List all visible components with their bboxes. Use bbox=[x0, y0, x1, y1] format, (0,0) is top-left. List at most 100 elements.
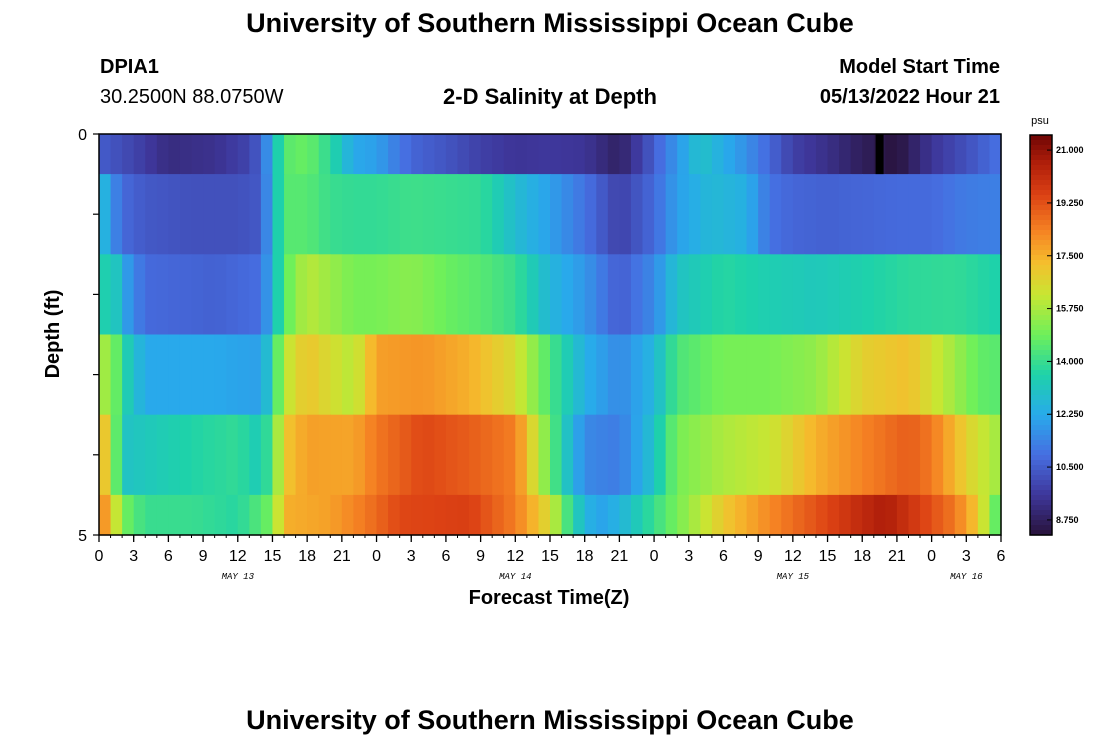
heatmap-cell bbox=[469, 334, 482, 416]
colorbar-segment bbox=[1030, 285, 1052, 291]
heatmap-cell bbox=[133, 414, 146, 496]
heatmap-cell bbox=[99, 334, 112, 416]
heatmap-cell bbox=[191, 494, 204, 536]
heatmap-cell bbox=[630, 254, 644, 336]
heatmap-cell bbox=[492, 494, 505, 536]
heatmap-cell bbox=[573, 334, 586, 416]
heatmap-cell bbox=[445, 174, 459, 255]
heatmap-cell bbox=[873, 174, 886, 255]
heatmap-cell bbox=[665, 254, 678, 336]
heatmap-cell bbox=[711, 494, 725, 536]
x-tick-label: 9 bbox=[199, 548, 208, 565]
heatmap-cell bbox=[353, 334, 366, 416]
heatmap-cell bbox=[341, 334, 355, 416]
heatmap-cell bbox=[607, 254, 620, 336]
heatmap-cell bbox=[272, 414, 285, 496]
y-axis-title: Depth (ft) bbox=[42, 290, 64, 379]
heatmap-cell bbox=[827, 134, 840, 175]
heatmap-cell bbox=[330, 174, 343, 255]
heatmap-cell bbox=[943, 134, 956, 175]
colorbar-segment bbox=[1030, 415, 1052, 421]
heatmap-cell bbox=[364, 494, 378, 536]
heatmap-cell bbox=[191, 334, 204, 416]
model-start-value: 05/13/2022 Hour 21 bbox=[819, 86, 1000, 108]
heatmap-cell bbox=[249, 254, 262, 336]
heatmap-cell bbox=[607, 334, 620, 416]
heatmap-cell bbox=[781, 414, 794, 496]
heatmap-cell bbox=[781, 134, 794, 175]
heatmap-cell bbox=[168, 174, 181, 255]
heatmap-cell bbox=[145, 494, 158, 536]
heatmap-cell bbox=[330, 254, 343, 336]
heatmap-cell bbox=[619, 494, 632, 536]
heatmap-cell bbox=[850, 414, 863, 496]
heatmap-cell bbox=[561, 174, 574, 255]
heatmap-cell bbox=[503, 254, 516, 336]
heatmap-cell bbox=[237, 414, 250, 496]
colorbar: 21.000 19.250 17.500 15.750 14.000 12.250 10.5… bbox=[1029, 134, 1084, 536]
heatmap-cell bbox=[850, 174, 863, 255]
heatmap-cell bbox=[885, 174, 898, 255]
heatmap-cell bbox=[179, 254, 193, 336]
heatmap-cell bbox=[758, 254, 771, 336]
heatmap-cell bbox=[307, 174, 320, 255]
heatmap-cell bbox=[156, 334, 169, 416]
heatmap-cell bbox=[688, 414, 701, 496]
heatmap-cell bbox=[110, 254, 123, 336]
heatmap-cell bbox=[977, 414, 991, 496]
colorbar-segment bbox=[1030, 325, 1052, 331]
colorbar-unit: psu bbox=[1031, 115, 1049, 127]
heatmap-cell bbox=[954, 494, 967, 536]
heatmap-cell bbox=[191, 174, 204, 255]
heatmap-cell bbox=[607, 494, 620, 536]
heatmap-cell bbox=[862, 174, 875, 255]
colorbar-segment bbox=[1030, 375, 1052, 381]
heatmap-cell bbox=[364, 174, 378, 255]
heatmap-cell bbox=[804, 414, 817, 496]
heatmap-cell bbox=[341, 254, 355, 336]
heatmap-cell bbox=[492, 174, 505, 255]
heatmap-cell bbox=[318, 494, 331, 536]
heatmap-cell bbox=[827, 494, 840, 536]
colorbar-segment bbox=[1030, 435, 1052, 441]
heatmap-cell bbox=[665, 334, 678, 416]
heatmap-cell bbox=[827, 254, 840, 336]
heatmap-cell bbox=[399, 134, 412, 175]
heatmap-cell bbox=[596, 254, 609, 336]
heatmap-cell bbox=[584, 334, 597, 416]
heatmap-cell bbox=[642, 334, 655, 416]
heatmap-cell bbox=[827, 414, 840, 496]
heatmap-cell bbox=[272, 174, 285, 255]
colorbar-segment bbox=[1030, 160, 1052, 166]
heatmap-cell bbox=[700, 494, 713, 536]
heatmap-cell bbox=[538, 134, 551, 175]
heatmap-cell bbox=[619, 414, 632, 496]
heatmap-cell bbox=[503, 414, 516, 496]
heatmap-cell bbox=[122, 414, 135, 496]
heatmap-cell bbox=[654, 494, 667, 536]
x-tick-label: 21 bbox=[610, 548, 628, 565]
heatmap-cell bbox=[573, 134, 586, 175]
heatmap-cell bbox=[954, 254, 967, 336]
heatmap-cell bbox=[700, 414, 713, 496]
heatmap-cell bbox=[943, 334, 956, 416]
heatmap-cell bbox=[133, 254, 146, 336]
heatmap-cell bbox=[318, 174, 331, 255]
heatmap-cell bbox=[526, 414, 540, 496]
heatmap-cell bbox=[862, 414, 875, 496]
heatmap-cell bbox=[434, 174, 447, 255]
heatmap-cell bbox=[515, 334, 528, 416]
heatmap-cell bbox=[376, 334, 389, 416]
colorbar-segment bbox=[1030, 490, 1052, 496]
heatmap-cell bbox=[989, 174, 1002, 255]
heatmap-cell bbox=[99, 134, 112, 175]
heatmap-cell bbox=[607, 414, 620, 496]
heatmap-cell bbox=[434, 134, 447, 175]
heatmap-cell bbox=[769, 254, 782, 336]
date-label: MAY 14 bbox=[499, 572, 531, 582]
heatmap-cell bbox=[110, 414, 123, 496]
colorbar-segment bbox=[1030, 145, 1052, 151]
heatmap-cell bbox=[561, 414, 574, 496]
heatmap-cell bbox=[850, 334, 863, 416]
colorbar-segment bbox=[1030, 185, 1052, 191]
